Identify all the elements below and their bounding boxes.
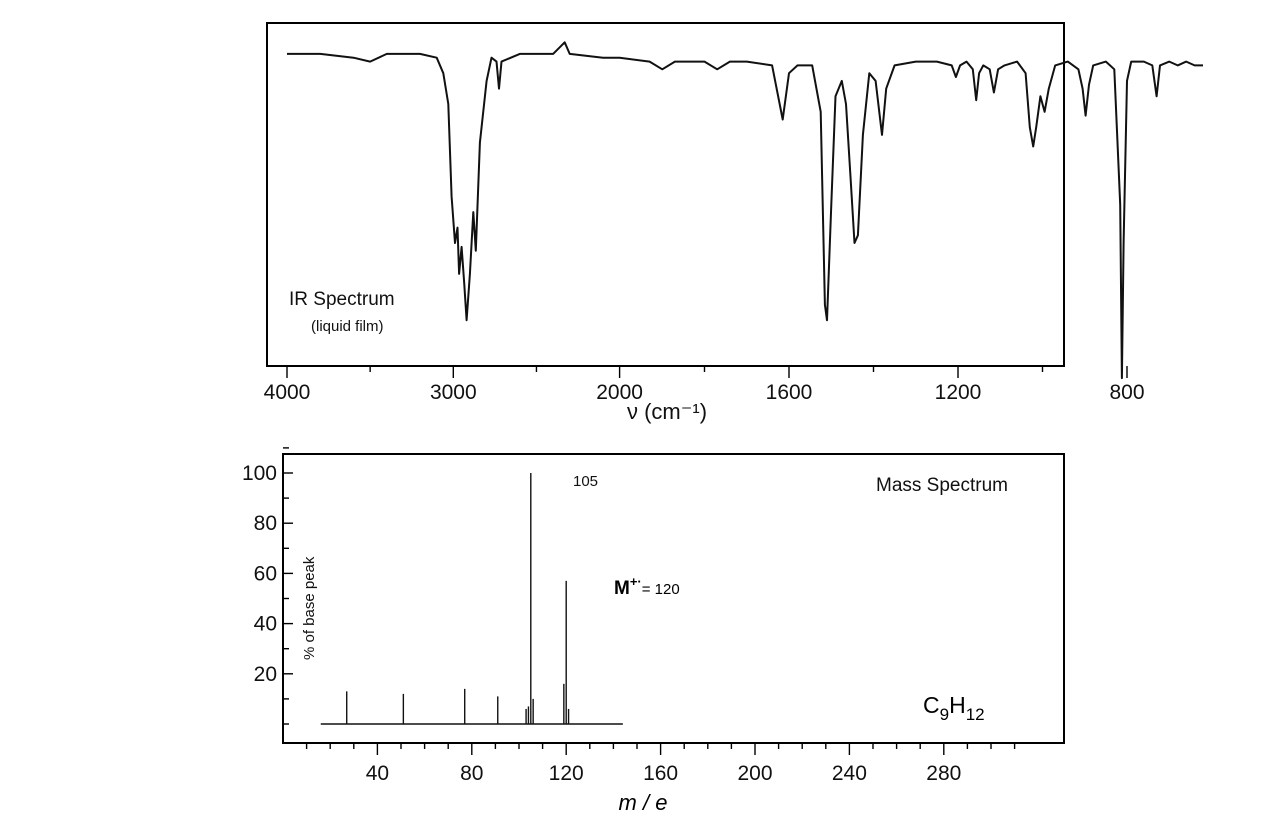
formula-h-sub: 12 xyxy=(966,705,985,724)
ir-x-axis-label: ν (cm⁻¹) xyxy=(627,399,707,424)
ms-x-tick-label: 160 xyxy=(643,762,678,785)
ir-subtitle: (liquid film) xyxy=(311,318,384,335)
ms-plot-frame xyxy=(282,453,1065,744)
ms-peaks xyxy=(346,473,570,724)
ms-y-tick-labels: 100 80 60 40 20 xyxy=(242,462,277,686)
ir-x-ticks xyxy=(286,366,1128,378)
ir-x-tick-label: 3000 xyxy=(430,381,477,404)
ms-y-axis-label: % of base peak xyxy=(301,556,318,660)
ms-molecular-ion-label: M+·= 120 xyxy=(614,574,680,599)
ms-x-tick-label: 280 xyxy=(926,762,961,785)
ir-title: IR Spectrum xyxy=(289,289,395,310)
ms-x-tick-label: 120 xyxy=(549,762,584,785)
ms-y-tick-label: 60 xyxy=(254,562,277,585)
ms-x-axis-label: m / e xyxy=(619,790,668,815)
molecular-ion-value: = 120 xyxy=(642,581,680,598)
ms-x-tick-label: 240 xyxy=(832,762,867,785)
ms-y-tick-label: 100 xyxy=(242,462,277,485)
ir-x-tick-label: 2000 xyxy=(596,381,643,404)
ms-y-ticks xyxy=(283,447,293,725)
formula-c-sub: 9 xyxy=(940,705,949,724)
ir-plot-frame xyxy=(266,22,1065,367)
ms-molecular-formula: C9H12 xyxy=(923,692,985,724)
ms-base-peak-label: 105 xyxy=(573,473,598,490)
formula-h: H xyxy=(949,692,966,718)
ir-x-tick-labels: 4000 3000 2000 1600 1200 800 xyxy=(264,381,1145,404)
ir-x-tick-label: 4000 xyxy=(264,381,311,404)
ms-title: Mass Spectrum xyxy=(876,475,1008,496)
ms-x-tick-labels: 40 80 120 160 200 240 280 xyxy=(366,762,962,785)
ir-spectrum-trace xyxy=(287,41,1203,380)
mass-spectrum-panel: 40 80 120 160 200 240 280 100 80 60 40 20 Mass Spe… xyxy=(242,447,1065,815)
ms-y-tick-label: 20 xyxy=(254,663,277,686)
ir-x-tick-label: 1200 xyxy=(935,381,982,404)
ms-x-tick-label: 40 xyxy=(366,762,389,785)
ms-x-tick-label: 80 xyxy=(460,762,483,785)
molecular-ion-symbol: M xyxy=(614,578,630,599)
ms-y-tick-label: 80 xyxy=(254,512,277,535)
ms-y-tick-label: 40 xyxy=(254,613,277,636)
formula-c: C xyxy=(923,692,940,718)
ir-spectrum-panel: 4000 3000 2000 1600 1200 800 IR Spectrum (liq… xyxy=(264,22,1203,424)
molecular-ion-charge: +· xyxy=(630,574,642,589)
ms-x-ticks xyxy=(305,743,1016,755)
ms-x-tick-label: 200 xyxy=(737,762,772,785)
ir-x-tick-label: 1600 xyxy=(766,381,813,404)
ir-x-tick-label: 800 xyxy=(1109,381,1144,404)
